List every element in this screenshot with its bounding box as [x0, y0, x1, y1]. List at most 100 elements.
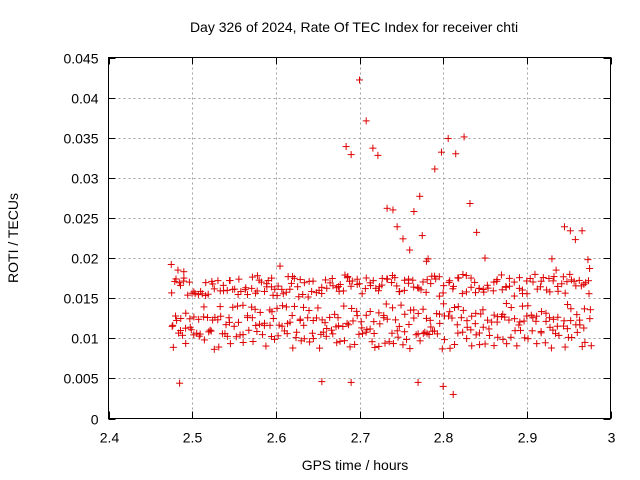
data-point: [467, 283, 475, 291]
data-point: [528, 327, 536, 335]
data-point: [580, 305, 588, 313]
data-point: [256, 308, 264, 316]
data-point: [586, 315, 594, 323]
data-point: [195, 332, 203, 340]
data-point: [452, 150, 460, 158]
data-point: [366, 307, 374, 315]
data-point: [269, 315, 277, 323]
data-point: [314, 304, 322, 312]
x-tick-label: 2.5: [183, 430, 203, 446]
data-point: [475, 284, 483, 292]
data-point: [190, 288, 198, 296]
data-point: [336, 337, 344, 345]
data-point: [484, 284, 492, 292]
data-point: [393, 282, 401, 290]
data-point: [289, 273, 297, 281]
data-point: [358, 330, 366, 338]
data-point: [239, 301, 247, 309]
data-point: [278, 322, 286, 330]
data-point: [563, 325, 571, 333]
data-point: [177, 315, 185, 323]
data-point: [418, 232, 426, 240]
data-point: [374, 151, 382, 159]
data-point: [274, 282, 282, 290]
data-point: [383, 315, 391, 323]
y-tick-labels: 0 0.005 0.01 0.015 0.02 0.025 0.03 0.035 0.04 0.0…: [63, 51, 98, 428]
data-point: [468, 342, 476, 350]
data-point: [293, 328, 301, 336]
data-point: [416, 192, 424, 200]
data-point: [333, 284, 341, 292]
data-point: [515, 321, 523, 329]
data-point: [172, 312, 180, 320]
x-tick-label: 2.8: [434, 430, 454, 446]
data-point: [209, 280, 217, 288]
data-point: [388, 329, 396, 337]
data-point: [489, 287, 497, 295]
data-point: [419, 278, 427, 286]
data-point: [179, 331, 187, 339]
data-point: [462, 288, 470, 296]
data-point: [248, 314, 256, 322]
data-point: [204, 313, 212, 321]
data-point: [502, 299, 510, 307]
data-point: [200, 336, 208, 344]
data-point: [308, 329, 316, 337]
data-point: [455, 274, 463, 282]
y-tick-label: 0.045: [63, 51, 98, 67]
data-point: [490, 311, 498, 319]
data-point: [503, 340, 511, 348]
data-point: [266, 321, 274, 329]
data-point: [567, 305, 575, 313]
data-point: [414, 310, 422, 318]
data-point: [343, 319, 351, 327]
data-point: [389, 304, 397, 312]
data-point: [498, 286, 506, 294]
data-point: [375, 309, 383, 317]
data-point: [585, 290, 593, 298]
data-point: [389, 272, 397, 280]
data-point: [207, 327, 215, 335]
data-point: [225, 318, 233, 326]
data-point: [182, 324, 190, 332]
data-point: [521, 334, 529, 342]
data-point: [436, 319, 444, 327]
data-point: [232, 333, 240, 341]
data-point: [493, 277, 501, 285]
data-point: [305, 307, 313, 315]
data-point: [219, 281, 227, 289]
data-point: [252, 322, 260, 330]
data-point: [479, 306, 487, 314]
data-point: [393, 223, 401, 231]
y-tick-label: 0.04: [71, 91, 98, 107]
data-point: [361, 285, 369, 293]
data-point: [389, 206, 397, 214]
data-point: [480, 288, 488, 296]
plot-frame: [108, 57, 611, 419]
data-point: [578, 343, 586, 351]
data-point: [559, 273, 567, 281]
data-point: [401, 276, 409, 284]
data-point: [438, 345, 446, 353]
data-point: [336, 281, 344, 289]
data-point: [526, 275, 534, 283]
x-axis-title: GPS time / hours: [302, 457, 409, 473]
data-point: [236, 331, 244, 339]
data-point: [473, 228, 481, 236]
data-point: [206, 326, 214, 334]
data-point: [394, 333, 402, 341]
data-point: [502, 283, 510, 291]
data-point: [536, 283, 544, 291]
data-point: [329, 282, 337, 290]
data-point: [560, 223, 568, 231]
data-point: [363, 326, 371, 334]
data-point: [457, 314, 465, 322]
data-point: [327, 326, 335, 334]
data-point: [543, 286, 551, 294]
data-point: [545, 274, 553, 282]
data-point: [383, 275, 391, 283]
data-point: [175, 279, 183, 287]
data-point: [237, 288, 245, 296]
data-point: [214, 277, 222, 285]
data-point: [541, 339, 549, 347]
